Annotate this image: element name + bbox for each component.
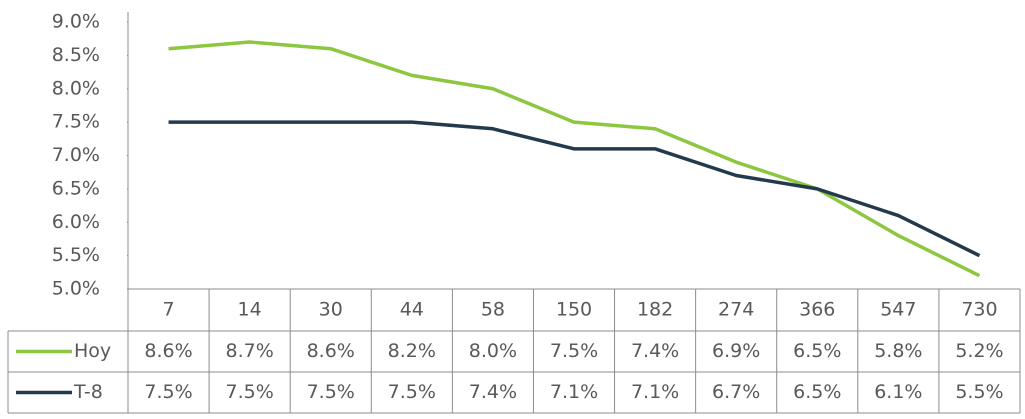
legend-label: T-8	[73, 381, 103, 403]
data-label: 8.6%	[307, 340, 355, 362]
data-label: 7.5%	[550, 340, 598, 362]
data-label: 6.5%	[793, 340, 841, 362]
x-tick-label: 58	[481, 299, 505, 321]
data-label: 7.5%	[144, 381, 192, 403]
data-label: 5.8%	[874, 340, 922, 362]
y-tick-label: 5.0%	[52, 278, 100, 300]
y-tick-label: 7.5%	[52, 111, 100, 133]
data-label: 7.4%	[469, 381, 517, 403]
x-tick-label: 150	[556, 299, 592, 321]
y-tick-label: 9.0%	[52, 11, 100, 33]
y-tick-label: 7.0%	[52, 144, 100, 166]
y-tick-label: 6.5%	[52, 177, 100, 199]
data-label: 6.9%	[712, 340, 760, 362]
data-label: 6.5%	[793, 381, 841, 403]
data-label: 7.1%	[631, 381, 679, 403]
data-label: 8.6%	[144, 340, 192, 362]
data-label: 7.1%	[550, 381, 598, 403]
y-tick-label: 5.5%	[52, 244, 100, 266]
y-tick-label: 8.0%	[52, 77, 100, 99]
series-line	[168, 120, 981, 258]
data-label: 8.2%	[388, 340, 436, 362]
y-tick-label: 8.5%	[52, 44, 100, 66]
legend-label: Hoy	[74, 340, 111, 362]
series-line	[168, 40, 981, 278]
data-label: 6.1%	[874, 381, 922, 403]
x-tick-label: 274	[718, 299, 754, 321]
data-label: 6.7%	[712, 381, 760, 403]
data-label: 7.5%	[388, 381, 436, 403]
data-label: 5.5%	[955, 381, 1003, 403]
x-tick-label: 44	[400, 299, 424, 321]
x-tick-label: 730	[961, 299, 997, 321]
x-tick-label: 30	[319, 299, 343, 321]
y-tick-label: 6.0%	[52, 211, 100, 233]
x-tick-label: 14	[238, 299, 262, 321]
data-label: 7.5%	[307, 381, 355, 403]
x-tick-label: 182	[637, 299, 673, 321]
x-tick-label: 7	[162, 299, 174, 321]
data-label: 5.2%	[955, 340, 1003, 362]
x-tick-label: 366	[799, 299, 835, 321]
data-label: 8.7%	[225, 340, 273, 362]
x-tick-label: 547	[880, 299, 916, 321]
data-label: 7.5%	[225, 381, 273, 403]
data-label: 7.4%	[631, 340, 679, 362]
data-label: 8.0%	[469, 340, 517, 362]
